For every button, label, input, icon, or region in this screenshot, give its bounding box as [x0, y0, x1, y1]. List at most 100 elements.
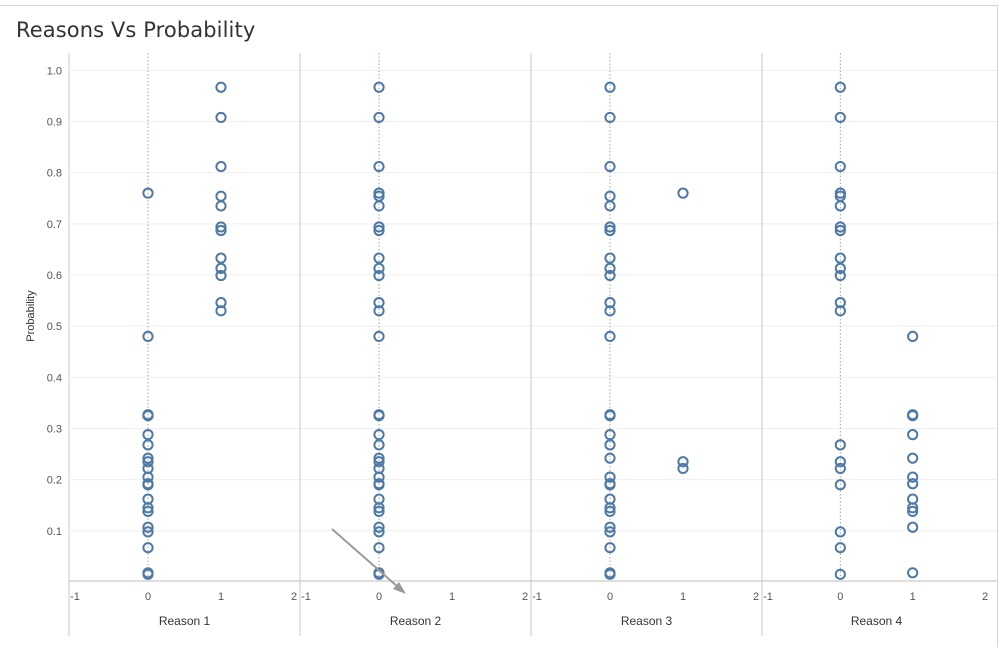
data-point	[604, 505, 616, 517]
data-point	[604, 452, 616, 464]
data-point	[604, 526, 616, 538]
data-point	[142, 502, 154, 514]
data-point	[373, 221, 385, 233]
data-point	[373, 297, 385, 309]
data-point	[677, 187, 689, 199]
data-point	[604, 297, 616, 309]
data-point	[834, 221, 846, 233]
x-tick-label: 2	[291, 591, 297, 603]
data-point	[373, 505, 385, 517]
x-tick-label: 1	[680, 591, 686, 603]
data-point	[907, 429, 919, 441]
data-point	[373, 305, 385, 317]
data-point	[604, 330, 616, 343]
data-point	[215, 160, 227, 173]
data-point	[215, 224, 227, 237]
data-point	[142, 471, 154, 483]
y-axis-title: Probability	[25, 290, 37, 342]
data-point	[834, 526, 846, 538]
y-tick-label: 0.6	[47, 270, 62, 282]
x-tick-label: 0	[376, 591, 382, 603]
data-point	[142, 526, 154, 538]
data-point	[373, 269, 385, 282]
data-point	[834, 462, 846, 475]
data-point	[834, 305, 846, 317]
y-tick-label: 0.5	[47, 321, 62, 333]
data-point	[907, 502, 919, 514]
x-tick-label: 2	[522, 591, 528, 603]
x-tick-label: 2	[982, 591, 988, 603]
data-point	[604, 252, 616, 264]
data-point	[215, 262, 227, 274]
y-tick-label: 0.7	[47, 219, 62, 231]
data-point	[373, 224, 385, 237]
data-point	[373, 330, 385, 343]
data-point	[604, 200, 616, 212]
data-point	[907, 452, 919, 464]
data-point	[142, 330, 154, 343]
data-point	[373, 479, 385, 491]
x-tick-label: -1	[301, 591, 311, 603]
data-point	[604, 568, 616, 580]
data-point	[604, 160, 616, 173]
x-tick-label: -1	[532, 591, 542, 603]
data-point	[373, 502, 385, 514]
data-point	[834, 439, 846, 451]
data-point	[834, 542, 846, 554]
data-point	[215, 252, 227, 264]
x-tick-label: 1	[449, 591, 455, 603]
y-tick-label: 0.4	[47, 372, 62, 384]
x-tick-label: 0	[837, 591, 843, 603]
chart-frame	[0, 5, 998, 647]
data-point	[604, 439, 616, 451]
data-point	[834, 297, 846, 309]
data-point	[907, 330, 919, 343]
data-point	[604, 521, 616, 533]
data-point	[373, 160, 385, 173]
data-point	[604, 305, 616, 317]
data-point	[373, 456, 385, 468]
y-tick-label: 0.8	[47, 168, 62, 180]
data-point	[215, 81, 227, 93]
data-point	[604, 479, 616, 491]
data-point	[677, 456, 689, 468]
panel-label: Reason 2	[390, 614, 442, 628]
data-point	[373, 81, 385, 93]
data-point	[834, 262, 846, 274]
data-point	[834, 456, 846, 468]
data-point	[373, 252, 385, 264]
y-tick-label: 0.1	[47, 526, 62, 538]
data-point	[604, 111, 616, 124]
data-point	[373, 521, 385, 533]
data-point	[604, 410, 616, 422]
data-point	[604, 221, 616, 233]
data-point	[373, 200, 385, 212]
data-point	[834, 252, 846, 264]
annotation-arrow-line	[331, 528, 399, 588]
data-point	[142, 568, 154, 580]
data-point	[142, 452, 154, 464]
data-point	[834, 269, 846, 282]
y-tick-label: 1.0	[47, 65, 62, 77]
data-point	[373, 471, 385, 483]
data-point	[142, 542, 154, 554]
data-point	[215, 111, 227, 124]
chart-title: Reasons Vs Probability	[16, 18, 256, 42]
data-point	[215, 297, 227, 309]
data-point	[604, 262, 616, 274]
data-point	[215, 305, 227, 317]
data-point	[373, 262, 385, 274]
data-point	[604, 269, 616, 282]
data-point	[834, 224, 846, 237]
panel-label: Reason 1	[159, 614, 211, 628]
data-point	[373, 429, 385, 441]
data-point	[604, 429, 616, 441]
data-point	[834, 200, 846, 212]
data-point	[373, 526, 385, 538]
data-point	[215, 221, 227, 233]
data-point	[907, 505, 919, 517]
data-point	[834, 479, 846, 491]
data-point	[677, 462, 689, 475]
data-point	[215, 269, 227, 282]
data-point	[373, 542, 385, 554]
